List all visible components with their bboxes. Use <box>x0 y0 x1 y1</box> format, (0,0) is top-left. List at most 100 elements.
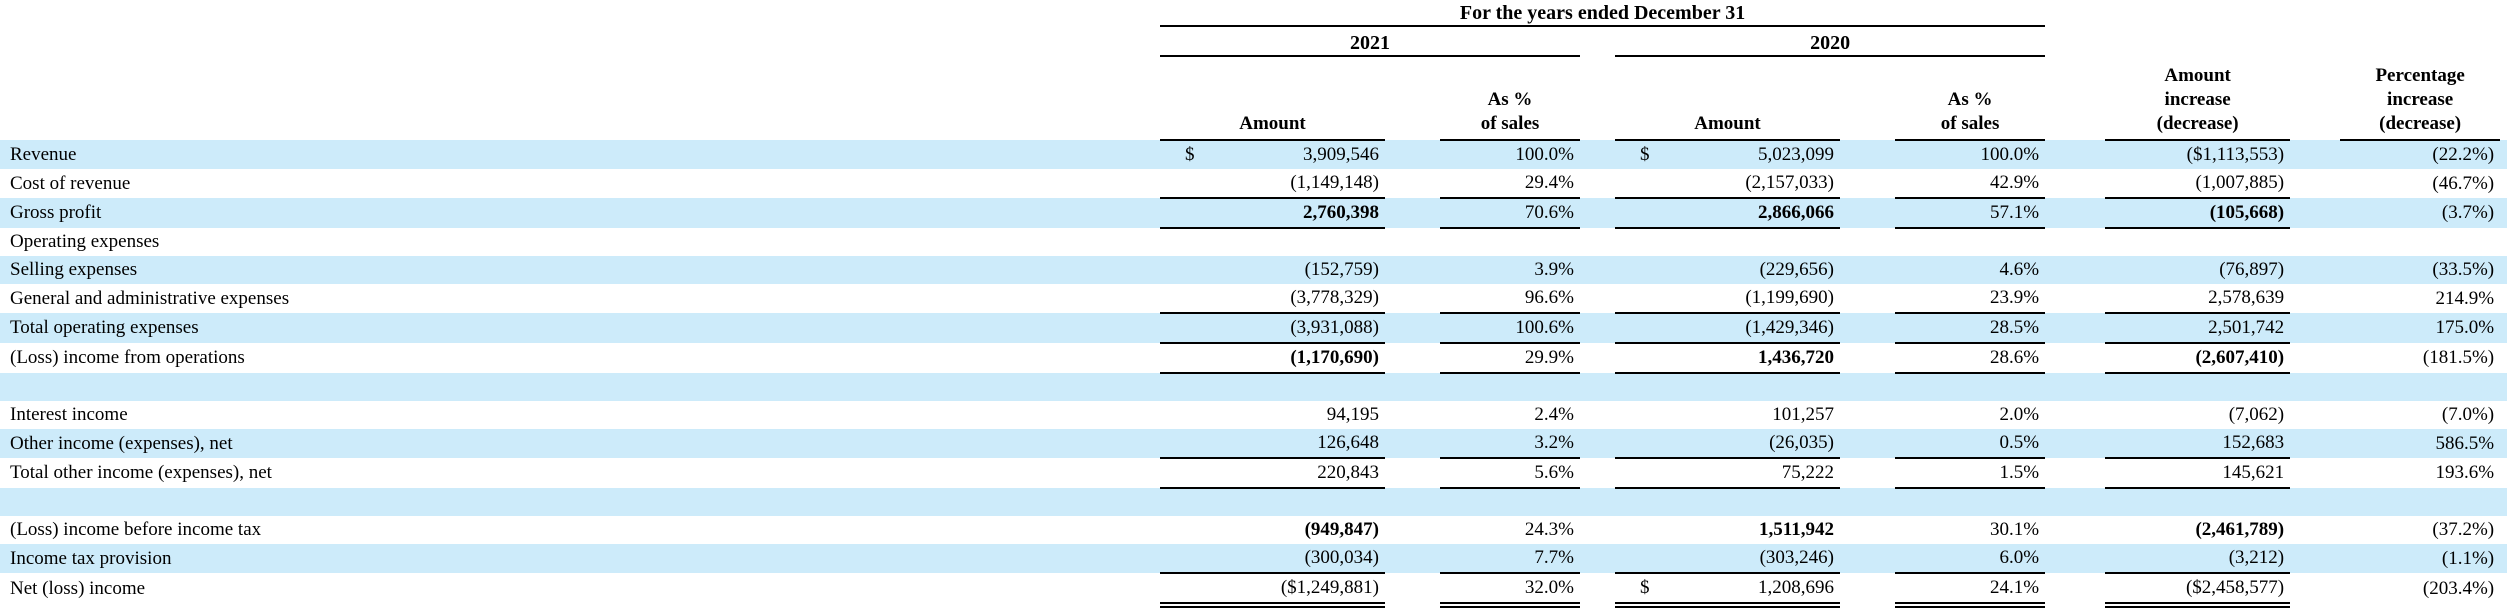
table-title: For the years ended December 31 <box>1160 0 2046 27</box>
cell-amount-increase: (76,897) <box>2219 259 2285 280</box>
cell-gap <box>1580 458 1615 488</box>
amount-increase-header: Amount increase (decrease) <box>2105 56 2291 141</box>
cell-currency-2020 <box>1615 516 1665 544</box>
cell-gap <box>1580 516 1615 544</box>
cell-pct-increase <box>2340 228 2500 256</box>
cell-amount-increase: ($1,113,553) <box>2186 144 2285 165</box>
cell-currency-2020 <box>1615 169 1665 199</box>
cell-gap <box>1840 516 1895 544</box>
cell-currency-2021 <box>1160 256 1205 284</box>
cell-gap <box>1840 373 1895 401</box>
cell-gap <box>1840 169 1895 198</box>
cell-gap <box>1580 284 1615 313</box>
cell-pct-increase: (1.1%) <box>2441 547 2495 569</box>
cell-gap <box>2500 169 2507 198</box>
cell-gap <box>2045 373 2105 401</box>
cell-amount-2021: (1,149,148) <box>1205 169 1385 199</box>
cell-gap <box>2500 284 2507 313</box>
cell-amount-increase <box>2105 228 2290 256</box>
cell-gap <box>1385 284 1440 313</box>
cell-gap <box>2290 140 2340 169</box>
cell-amount-2020: (229,656) <box>1759 259 1834 280</box>
cell-pct-2020: 30.1% <box>1990 519 2040 540</box>
cell-currency-2021 <box>1160 198 1205 229</box>
cell-pct-2021 <box>1440 488 1580 516</box>
cell-gap <box>2045 401 2105 429</box>
cell-pct-2020: 6.0% <box>1895 544 2046 574</box>
cell-currency-2020 <box>1615 256 1665 284</box>
cell-pct-increase <box>2340 373 2500 401</box>
cell-currency-2020 <box>1615 488 1665 516</box>
cell-row-label: Other income (expenses), net <box>10 432 233 454</box>
spacer-row <box>0 488 2507 516</box>
cell-pct-2021: 24.3% <box>1524 519 1574 540</box>
cell-currency-2020 <box>1615 544 1665 574</box>
cell-pct-2021 <box>1440 228 1580 256</box>
pct-header-line1: As % <box>1487 89 1533 110</box>
cell-pct-increase: (22.2%) <box>2432 144 2495 165</box>
cell-gap <box>2500 458 2507 488</box>
cell-gap <box>2500 198 2507 228</box>
header-spacer <box>0 56 1160 140</box>
cell-amount-increase <box>2105 488 2290 516</box>
table-row: (Loss) income before income tax (949,847)… <box>0 516 2507 544</box>
cell-currency-2020 <box>1615 458 1665 489</box>
cell-gap <box>2045 256 2105 284</box>
cell-gap <box>1580 228 1615 256</box>
cell-gap <box>2500 544 2507 573</box>
cell-currency-2021 <box>1160 228 1205 256</box>
year-2021-header: 2021 <box>1160 26 1580 57</box>
table-row: Operating expenses <box>0 228 2507 256</box>
cell-pct-2021: 100.0% <box>1515 144 1574 165</box>
table-row: Total operating expenses (3,931,088) 100.6… <box>0 313 2507 344</box>
cell-gap <box>1385 343 1440 373</box>
table-row: Other income (expenses), net 126,648 3.2% (… <box>0 429 2507 459</box>
cell-amount-2021: (3,778,329) <box>1205 284 1385 314</box>
cell-pct-increase: (181.5%) <box>2422 347 2495 368</box>
cell-pct-2020: 4.6% <box>1999 259 2040 280</box>
cell-pct-2021: 29.9% <box>1440 343 1580 374</box>
cell-gap <box>1385 429 1440 458</box>
cell-currency-2021 <box>1160 573 1205 608</box>
cell-pct-increase: (33.5%) <box>2432 259 2495 280</box>
cell-pct-2020 <box>1895 373 2045 401</box>
cell-amount-increase: 145,621 <box>2105 458 2291 489</box>
cell-pct-increase: (7.0%) <box>2441 404 2495 425</box>
cell-amount-2020: 1,208,696 <box>1665 573 1840 608</box>
header-year-row: 2021 2020 <box>0 26 2507 57</box>
cell-amount-increase: (105,668) <box>2105 198 2291 229</box>
cell-amount-2021: 220,843 <box>1205 458 1385 489</box>
cell-currency-2020 <box>1615 313 1665 344</box>
cell-gap <box>1840 401 1895 429</box>
cell-amount-2021 <box>1205 488 1385 516</box>
cell-pct-2020: 42.9% <box>1895 169 2046 199</box>
pct-of-sales-2020-header: As % of sales <box>1895 56 2046 141</box>
cell-pct-2020: 2.0% <box>1999 404 2040 425</box>
cell-gap <box>1580 313 1615 343</box>
cell-gap <box>1580 401 1615 429</box>
cell-pct-2020: 23.9% <box>1895 284 2046 314</box>
cell-amount-2021: (3,931,088) <box>1205 313 1385 344</box>
table-row: Selling expenses (152,759) 3.9% (229,656) 4.… <box>0 256 2507 284</box>
cell-amount-2020 <box>1665 488 1840 516</box>
cell-amount-2021: 3,909,546 <box>1303 144 1379 165</box>
cell-amount-increase <box>2105 373 2290 401</box>
cell-pct-2021: 29.4% <box>1440 169 1580 199</box>
header-spacer <box>2500 56 2507 140</box>
cell-gap <box>2290 256 2340 284</box>
cell-gap <box>1580 140 1615 169</box>
cell-row-label: General and administrative expenses <box>10 287 290 309</box>
cell-gap <box>2045 488 2105 516</box>
cell-amount-2020: 1,436,720 <box>1665 343 1840 374</box>
cell-pct-2020 <box>1895 488 2045 516</box>
amount-2020-header: Amount <box>1615 56 1840 141</box>
cell-row-label: Cost of revenue <box>10 172 131 194</box>
cell-gap <box>1840 140 1895 169</box>
cell-pct-2020: 100.0% <box>1980 144 2040 165</box>
cell-gap <box>2045 516 2105 544</box>
cell-currency-2020 <box>1615 373 1665 401</box>
table-body: Revenue $3,909,546 100.0% $5,023,099 100.0% (… <box>0 140 2507 608</box>
cell-row-label: Gross profit <box>10 202 102 223</box>
cell-currency-2020 <box>1615 401 1665 429</box>
header-spacer <box>2045 0 2507 26</box>
